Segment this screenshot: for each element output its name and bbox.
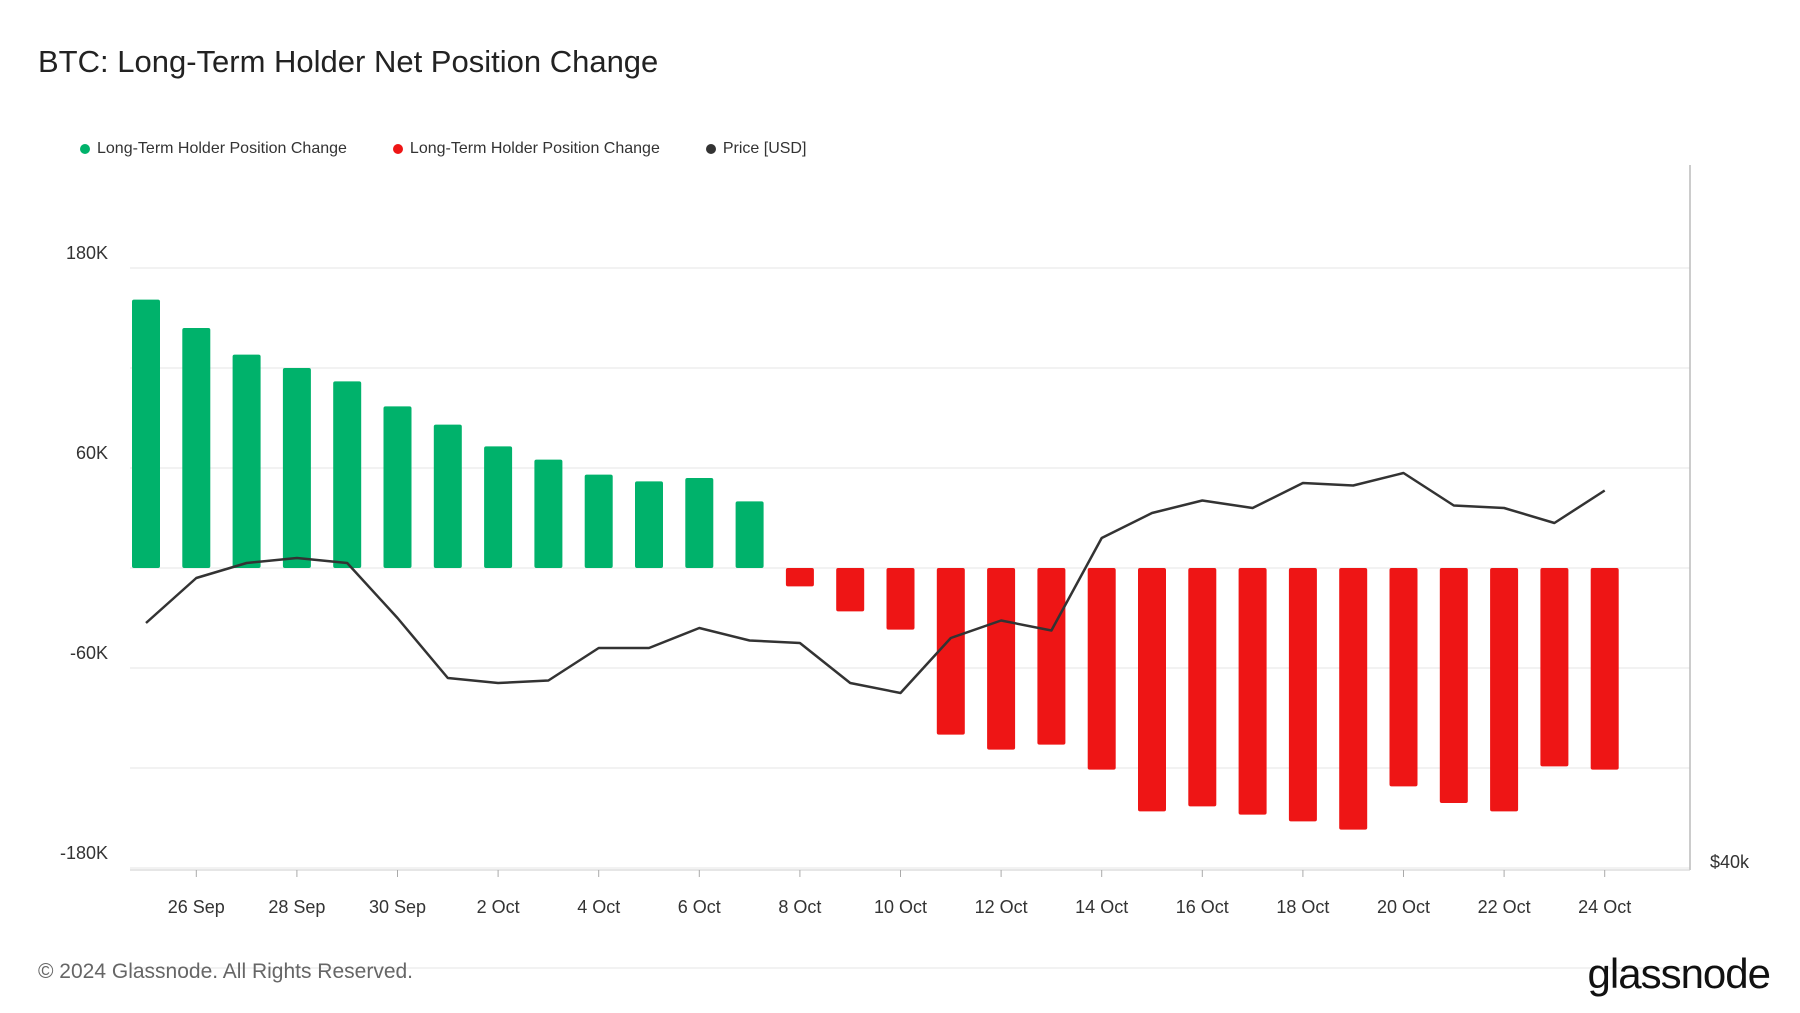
x-tick-label: 14 Oct (1075, 897, 1128, 917)
glassnode-logo[interactable]: glassnode (1587, 950, 1771, 997)
y-tick-label: -60K (70, 643, 108, 663)
bar (1389, 568, 1418, 787)
bar (1087, 568, 1116, 770)
bar (785, 568, 814, 587)
bar (685, 478, 714, 568)
axes: 180K 60K -60K -180K $40k 26 Sep 28 Sep 30 Sep 2 … (60, 243, 1750, 917)
x-tick-label: 24 Oct (1578, 897, 1631, 917)
bar (886, 568, 915, 630)
bar-series (132, 299, 1619, 830)
y-tick-label: -180K (60, 843, 108, 863)
copyright-text: © 2024 Glassnode. All Rights Reserved. (38, 960, 414, 983)
legend-dark-dot-icon (705, 144, 716, 154)
x-tick-label: 8 Oct (778, 897, 821, 917)
bar (735, 501, 764, 568)
bar (1540, 568, 1569, 767)
legend-label: Long-Term Holder Position Change (97, 140, 347, 157)
bar (836, 568, 865, 612)
legend-item-lth-increase[interactable]: Long-Term Holder Position Change (80, 140, 347, 158)
legend-label: Price [USD] (722, 140, 807, 157)
bar (635, 481, 663, 568)
bar (282, 368, 311, 568)
bar (433, 424, 462, 568)
gridlines (130, 165, 1691, 969)
y2-tick-label: $40k (1710, 852, 1750, 872)
bar (584, 474, 613, 568)
bar (987, 568, 1016, 750)
x-tick-label: 18 Oct (1276, 897, 1329, 917)
x-tick-label: 6 Oct (678, 897, 721, 917)
bar (132, 299, 160, 568)
price-line (145, 471, 1606, 695)
bar (1037, 568, 1066, 745)
legend-item-lth-decrease[interactable]: Long-Term Holder Position Change (392, 140, 660, 158)
legend-green-dot-icon (80, 144, 90, 154)
bar (484, 446, 513, 568)
legend-red-dot-icon (392, 144, 403, 154)
legend-label: Long-Term Holder Position Change (409, 140, 660, 157)
legend: Long-Term Holder Position Change Long-Te… (80, 140, 806, 158)
x-tick-label: 26 Sep (168, 897, 225, 917)
chart-title: BTC: Long-Term Holder Net Position Chang… (38, 44, 659, 79)
x-tick-label: 2 Oct (477, 897, 520, 917)
x-tick-label: 10 Oct (874, 897, 927, 917)
x-tick-label: 4 Oct (577, 897, 620, 917)
bar (1339, 568, 1368, 830)
bar (1439, 568, 1468, 803)
bar (1590, 568, 1619, 770)
y-tick-label: 60K (76, 443, 108, 463)
x-tick-label: 20 Oct (1377, 897, 1430, 917)
legend-item-price[interactable]: Price [USD] (705, 140, 807, 158)
bar (182, 328, 211, 568)
bar (1188, 568, 1217, 807)
bar (936, 568, 965, 735)
bar (1490, 568, 1519, 812)
x-tick-label: 28 Sep (268, 897, 325, 917)
price-line-series (145, 471, 1606, 695)
bar (1238, 568, 1267, 815)
x-tick-label: 22 Oct (1478, 897, 1531, 917)
y-tick-label: 180K (66, 243, 108, 263)
x-tick-label: 12 Oct (975, 897, 1028, 917)
bar (333, 381, 362, 568)
x-tick-label: 16 Oct (1176, 897, 1229, 917)
bar (383, 406, 412, 568)
x-tick-label: 30 Sep (369, 897, 426, 917)
bar (232, 354, 261, 568)
bar (1288, 568, 1317, 822)
bar (534, 459, 563, 568)
bar (1138, 568, 1166, 812)
